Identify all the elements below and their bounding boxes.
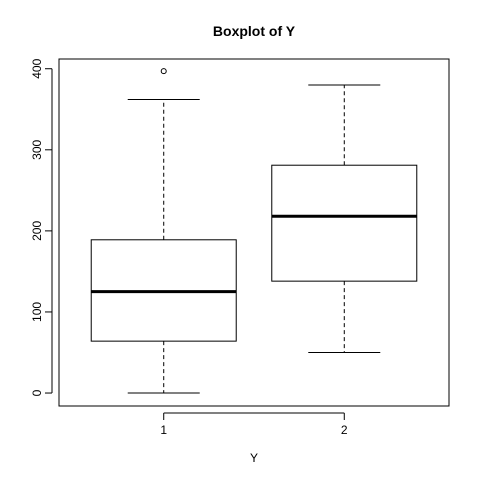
y-tick-label: 100	[30, 302, 44, 322]
box-1	[90, 68, 237, 394]
y-axis: 0 100 200 300 400	[30, 58, 53, 396]
chart-title: Boxplot of Y	[213, 23, 296, 39]
plot-frame	[58, 58, 450, 407]
y-tick-label: 400	[30, 58, 44, 78]
x-tick-label: 2	[341, 423, 348, 437]
iqr-box	[271, 164, 418, 282]
y-tick-label: 200	[30, 221, 44, 241]
boxes	[90, 68, 418, 394]
outlier-point	[160, 68, 167, 75]
y-tick-label: 300	[30, 139, 44, 159]
x-tick-label: 1	[160, 423, 167, 437]
box-2	[271, 84, 418, 353]
x-axis-label: Y	[250, 451, 258, 465]
y-tick-label: 0	[30, 389, 44, 396]
